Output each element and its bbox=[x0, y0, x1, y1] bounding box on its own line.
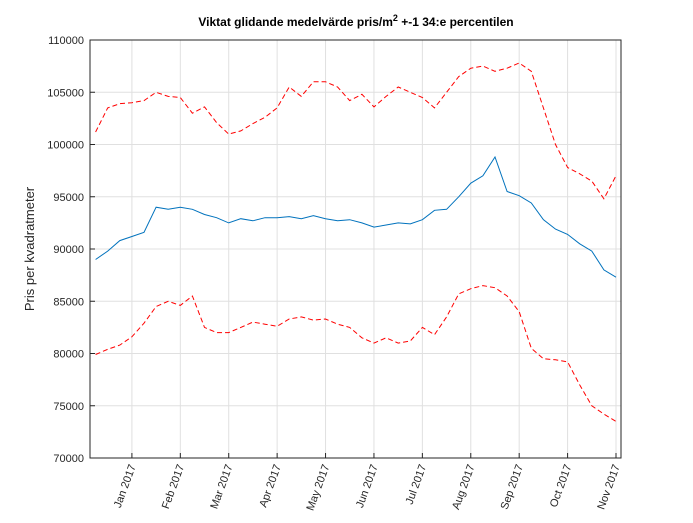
chart-title: Viktat glidande medelvärde pris/m2 +-1 3… bbox=[198, 13, 513, 29]
y-tick-label: 70000 bbox=[53, 453, 84, 465]
y-axis-label: Pris per kvadratmeter bbox=[22, 186, 37, 311]
y-tick-label: 90000 bbox=[53, 244, 84, 256]
plot-frame bbox=[89, 39, 622, 459]
title-superscript: 2 bbox=[393, 13, 398, 23]
y-tick-label: 100000 bbox=[47, 140, 84, 152]
y-tick-label: 110000 bbox=[48, 35, 84, 47]
title-text: +-1 34:e percentilen bbox=[398, 15, 514, 29]
y-tick-label: 95000 bbox=[53, 192, 84, 204]
data-line bbox=[95, 155, 617, 278]
data-line bbox=[95, 62, 617, 200]
y-tick-label: 80000 bbox=[53, 349, 84, 361]
y-tick-label: 105000 bbox=[47, 87, 84, 99]
data-line bbox=[95, 285, 617, 422]
y-tick-label: 75000 bbox=[53, 401, 84, 413]
y-tick-label: 85000 bbox=[53, 296, 84, 308]
title-text: Viktat glidande medelvärde pris/m bbox=[198, 15, 393, 29]
